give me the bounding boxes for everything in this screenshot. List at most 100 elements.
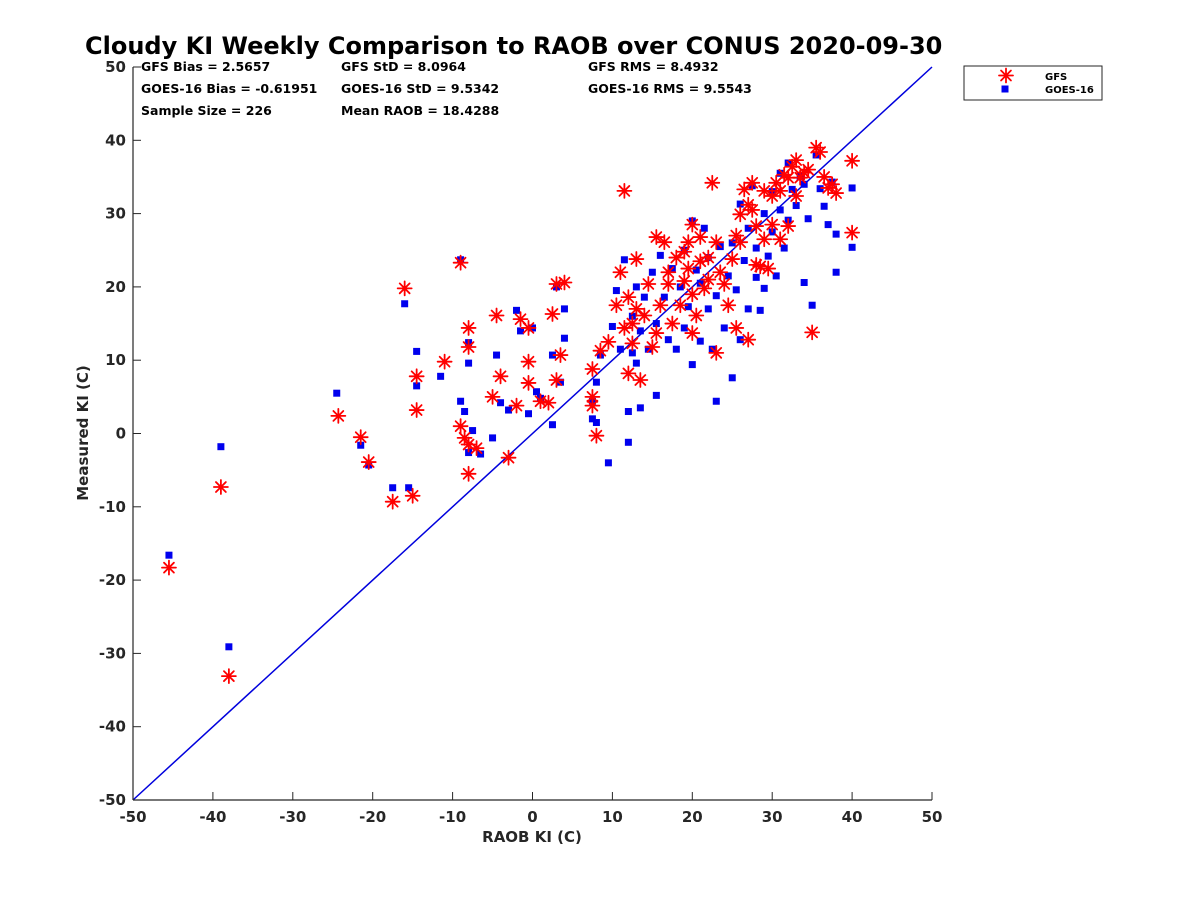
gfs-point bbox=[616, 320, 633, 336]
goes-16-point bbox=[648, 268, 656, 276]
goes-16-point bbox=[560, 334, 568, 342]
goes-16-point bbox=[592, 419, 600, 427]
gfs-point bbox=[620, 289, 637, 306]
x-tick-label: 10 bbox=[602, 808, 623, 826]
goes-16-point bbox=[225, 643, 233, 651]
goes-16-point bbox=[724, 272, 732, 280]
goes-16-point bbox=[497, 399, 505, 407]
gfs-point bbox=[828, 185, 845, 201]
legend-gfs-label: GFS bbox=[1045, 72, 1067, 83]
goes-16-point bbox=[732, 286, 740, 294]
goes-16-point bbox=[848, 184, 856, 192]
gfs-point bbox=[616, 182, 633, 199]
gfs-point bbox=[684, 325, 701, 341]
goes-16-point bbox=[800, 180, 808, 188]
gfs-point bbox=[688, 307, 705, 324]
goes-16-point bbox=[780, 244, 788, 252]
stat-gfs-bias: GFS Bias = 2.5657 bbox=[141, 59, 270, 74]
gfs-point bbox=[212, 479, 229, 495]
gfs-point bbox=[656, 234, 673, 251]
gfs-point bbox=[716, 276, 733, 292]
legend-goes-marker bbox=[1001, 85, 1009, 93]
gfs-point bbox=[748, 257, 765, 273]
gfs-point bbox=[620, 365, 637, 382]
goes-16-point bbox=[808, 301, 816, 309]
goes-16-point bbox=[632, 359, 640, 367]
goes-16-point bbox=[744, 305, 752, 313]
y-tick-label: -10 bbox=[99, 498, 126, 516]
y-tick-label: -30 bbox=[99, 644, 126, 662]
gfs-point bbox=[684, 286, 701, 303]
goes-16-point bbox=[624, 438, 632, 446]
gfs-point bbox=[660, 276, 677, 292]
goes-16-point bbox=[505, 406, 513, 414]
stat-gfs-std: GFS StD = 8.0964 bbox=[341, 59, 466, 74]
gfs-point bbox=[844, 152, 860, 169]
legend-gfs-asterisk bbox=[998, 67, 1014, 84]
y-tick-label: 0 bbox=[116, 425, 126, 443]
gfs-point bbox=[460, 436, 477, 453]
goes-16-point bbox=[684, 303, 692, 311]
goes-16-point bbox=[413, 347, 421, 355]
legend-box bbox=[963, 65, 1103, 101]
legend-gfs-marker bbox=[998, 67, 1014, 84]
x-tick-label: 30 bbox=[762, 808, 783, 826]
goes-16-point bbox=[588, 415, 596, 423]
gfs-point bbox=[624, 335, 641, 352]
goes-16-point bbox=[532, 388, 540, 396]
goes-16-point bbox=[548, 421, 556, 429]
y-tick-label: 10 bbox=[105, 351, 126, 369]
gfs-point bbox=[824, 176, 841, 193]
goes-16-point bbox=[816, 185, 824, 193]
gfs-point bbox=[680, 234, 697, 251]
gfs-point bbox=[220, 668, 237, 685]
gfs-point bbox=[692, 229, 709, 245]
stat-mean-raob: Mean RAOB = 18.4288 bbox=[341, 103, 499, 118]
gfs-point bbox=[728, 320, 745, 336]
goes-16-point bbox=[696, 337, 704, 345]
gfs-point bbox=[632, 372, 649, 388]
stat-goes-std: GOES-16 StD = 9.5342 bbox=[341, 81, 499, 96]
gfs-point bbox=[748, 218, 765, 234]
gfs-point bbox=[508, 397, 525, 414]
gfs-point bbox=[520, 353, 537, 370]
goes-16-point bbox=[437, 372, 445, 380]
goes-16-point bbox=[493, 351, 501, 359]
gfs-point bbox=[548, 276, 565, 292]
gfs-point bbox=[584, 361, 601, 377]
y-tick-label: 40 bbox=[105, 131, 126, 149]
gfs-point bbox=[452, 254, 469, 271]
legend: GFS GOES-16 bbox=[963, 65, 1103, 101]
goes-16-point bbox=[712, 397, 720, 405]
goes-16-point bbox=[469, 427, 477, 435]
goes-16-point bbox=[624, 408, 632, 416]
gfs-point bbox=[788, 188, 805, 204]
goes-16-point bbox=[604, 459, 612, 467]
goes-16-point bbox=[772, 272, 780, 280]
x-axis-label: RAOB KI (C) bbox=[482, 828, 582, 846]
goes-16-point bbox=[477, 450, 485, 458]
gfs-point bbox=[712, 264, 729, 281]
goes-16-point bbox=[405, 484, 413, 492]
gfs-point bbox=[672, 297, 689, 314]
legend-goes-label: GOES-16 bbox=[1045, 85, 1094, 96]
goes-16-point bbox=[357, 441, 365, 449]
goes-16-point bbox=[760, 284, 768, 292]
gfs-point bbox=[768, 174, 785, 191]
gfs-point bbox=[556, 274, 573, 291]
gfs-series bbox=[161, 139, 860, 685]
gfs-point bbox=[744, 202, 761, 218]
gfs-point bbox=[408, 368, 425, 385]
stat-gfs-rms: GFS RMS = 8.4932 bbox=[588, 59, 719, 74]
gfs-point bbox=[700, 249, 717, 266]
gfs-point bbox=[704, 174, 721, 191]
y-tick-label: -40 bbox=[99, 718, 126, 736]
y-tick-label: 20 bbox=[105, 278, 126, 296]
goes-16-point bbox=[672, 345, 680, 353]
gfs-point bbox=[652, 297, 669, 314]
gfs-point bbox=[636, 307, 653, 324]
gfs-point bbox=[732, 206, 749, 223]
goes-16-point bbox=[640, 293, 648, 301]
chart-title: Cloudy KI Weekly Comparison to RAOB over… bbox=[85, 32, 942, 60]
